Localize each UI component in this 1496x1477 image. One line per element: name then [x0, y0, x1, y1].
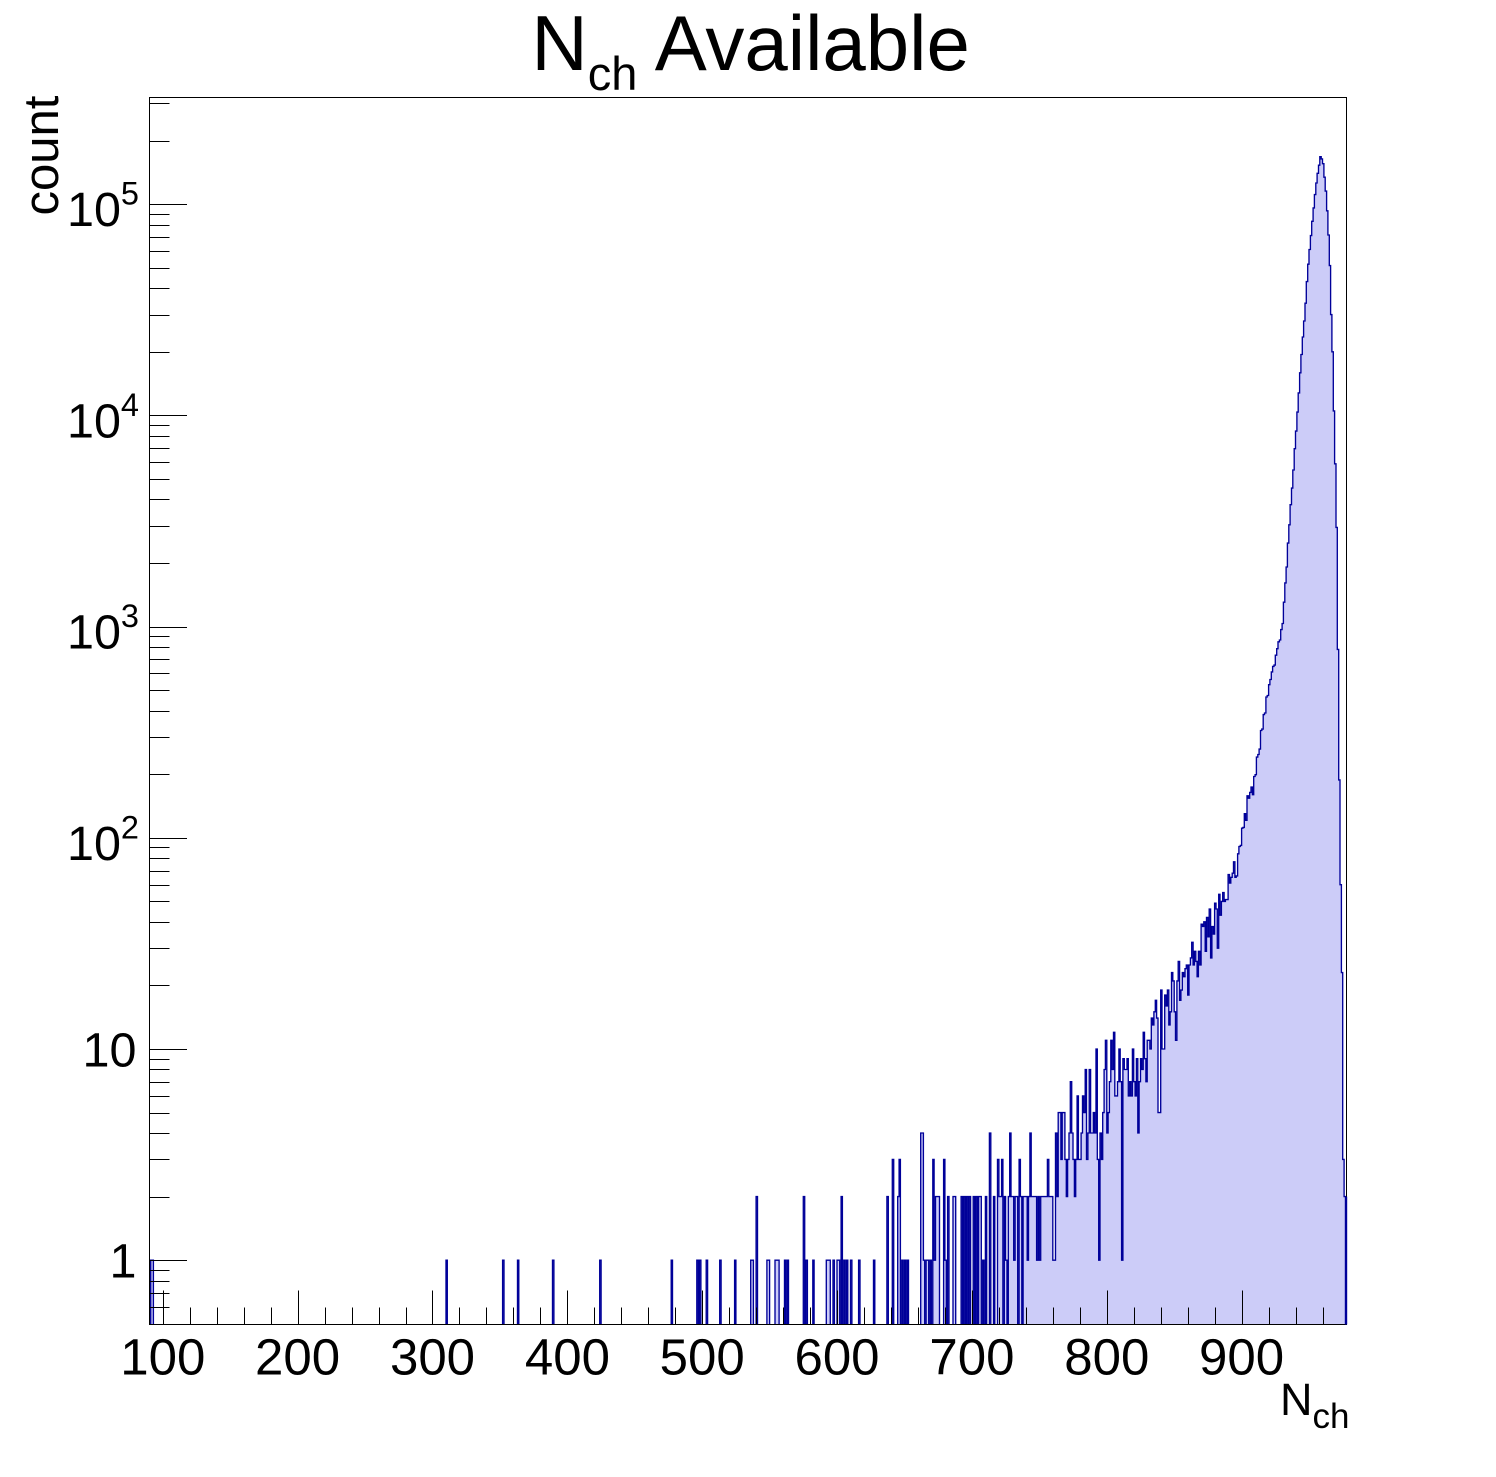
svg-text:300: 300: [390, 1329, 475, 1386]
svg-text:500: 500: [660, 1329, 745, 1386]
svg-text:count: count: [15, 95, 69, 215]
svg-text:600: 600: [794, 1329, 879, 1386]
svg-text:100: 100: [120, 1329, 205, 1386]
svg-text:10: 10: [83, 1023, 137, 1077]
svg-text:800: 800: [1064, 1329, 1149, 1386]
svg-text:400: 400: [525, 1329, 610, 1386]
svg-text:102: 102: [67, 809, 139, 871]
svg-text:105: 105: [67, 176, 139, 238]
svg-text:1: 1: [110, 1235, 137, 1289]
svg-text:200: 200: [255, 1329, 340, 1386]
svg-text:700: 700: [929, 1329, 1014, 1386]
svg-text:900: 900: [1199, 1329, 1284, 1386]
